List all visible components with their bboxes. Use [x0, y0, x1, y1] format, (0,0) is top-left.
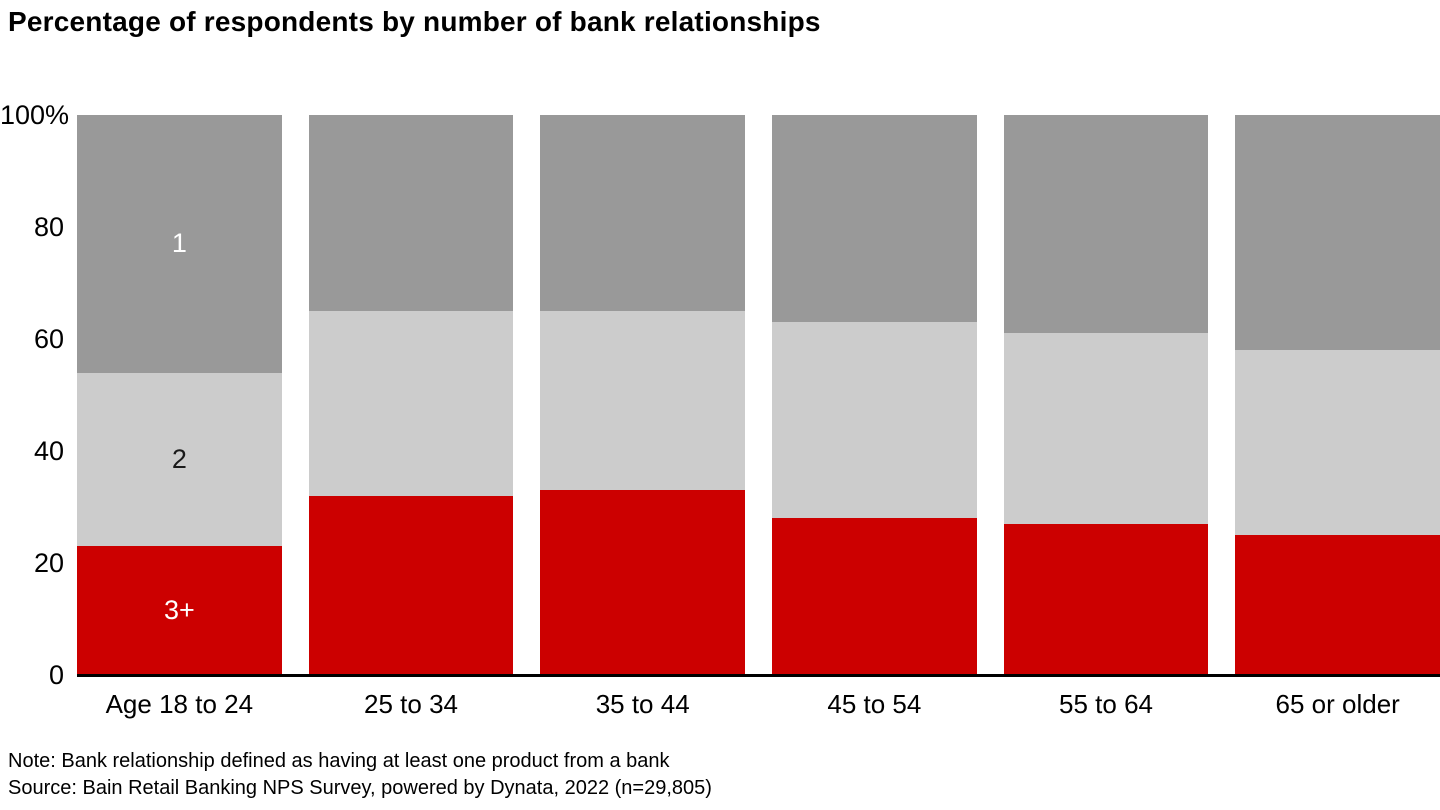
- segment-label-2: 2: [171, 443, 187, 474]
- segment-3plus-2: [308, 495, 514, 675]
- y-tick-label-100: 100%: [0, 100, 70, 130]
- bar-age-18-to-24: 1 2 3+: [77, 115, 282, 675]
- segment-2-2: [308, 311, 514, 496]
- chart-title: Percentage of respondents by number of b…: [8, 6, 821, 37]
- x-label-55-to-64: 55 to 64: [1059, 689, 1154, 719]
- bars-container: 1 2 3+: [77, 115, 1440, 675]
- x-label-25-to-34: 25 to 34: [364, 689, 458, 719]
- segment-1-5: [1003, 115, 1209, 334]
- segment-1-3: [540, 115, 746, 311]
- y-tick-label-20: 20: [33, 548, 64, 578]
- segment-2-6: [1235, 350, 1440, 535]
- source-text: Source: Bain Retail Banking NPS Survey, …: [8, 777, 712, 799]
- segment-1-2: [308, 115, 514, 311]
- segment-1-4: [772, 115, 977, 323]
- bar-55-to-64: [1003, 115, 1209, 675]
- segment-3plus-6: [1235, 534, 1440, 675]
- bar-65-or-older: [1235, 115, 1440, 675]
- x-label-35-to-44: 35 to 44: [595, 689, 690, 719]
- segment-label-1: 1: [171, 228, 187, 259]
- chart-footer: Note: Bank relationship defined as havin…: [8, 748, 712, 802]
- segment-2-4: [772, 322, 977, 519]
- x-axis-labels: Age 18 to 24 25 to 34 35 to 44 45 to 54 55 t…: [77, 688, 1440, 720]
- bar-25-to-34: [308, 115, 514, 675]
- segment-3plus-3: [540, 490, 746, 675]
- note-text: Note: Bank relationship defined as havin…: [8, 750, 670, 772]
- segment-label-3plus: 3+: [163, 595, 195, 626]
- segment-1-6: [1235, 115, 1440, 351]
- segment-3plus-1: 3+: [77, 546, 282, 675]
- bar-35-to-44: [540, 115, 746, 675]
- y-tick-label-80: 80: [33, 212, 64, 242]
- y-tick-label-40: 40: [33, 436, 64, 466]
- segment-2-3: [540, 311, 746, 491]
- segment-3plus-5: [1003, 523, 1209, 675]
- segment-2-5: [1003, 333, 1209, 524]
- segment-1-1: 1: [77, 115, 282, 373]
- segment-2-1: 2: [77, 372, 282, 547]
- x-label-65-or-older: 65 or older: [1275, 689, 1400, 719]
- y-tick-label-60: 60: [33, 324, 64, 354]
- x-axis-line: [77, 674, 1440, 677]
- segment-3plus-4: [772, 518, 977, 675]
- x-label-age-18-to-24: Age 18 to 24: [105, 689, 254, 719]
- y-tick-label-0: 0: [48, 660, 64, 690]
- x-label-45-to-54: 45 to 54: [827, 689, 922, 719]
- bar-45-to-54: [772, 115, 977, 675]
